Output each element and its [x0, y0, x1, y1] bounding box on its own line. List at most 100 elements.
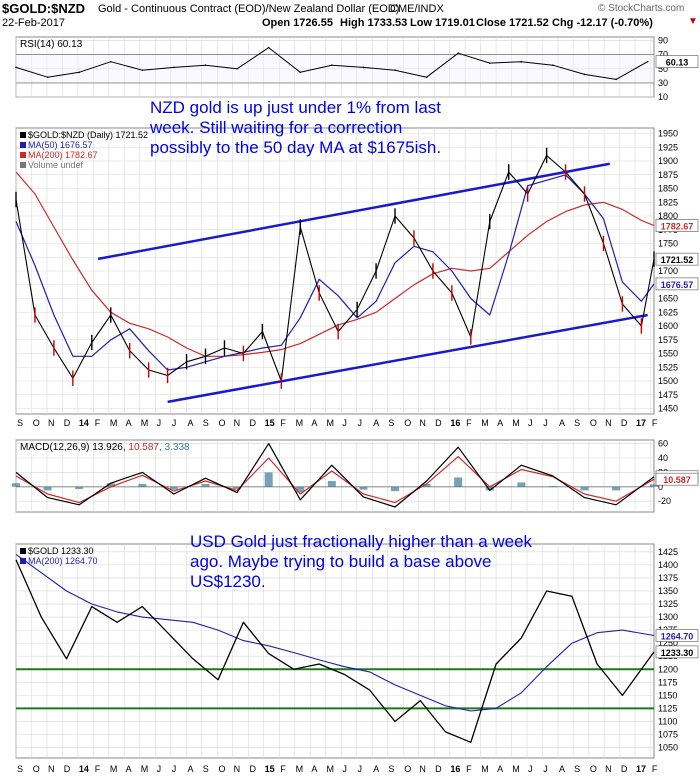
price-tick-label: 1900 [658, 156, 678, 166]
bottom-x-axis-label: S [203, 764, 209, 774]
top-x-axis-label: D [621, 418, 628, 428]
price-legend-swatch [20, 142, 26, 148]
symbol-description: Gold - Continuous Contract (EOD)/New Zea… [98, 3, 400, 15]
bottom-x-axis-label: N [419, 764, 426, 774]
bottom-x-axis-label: D [249, 764, 256, 774]
macd-histogram-bar [650, 484, 658, 487]
rsi-point [141, 69, 144, 71]
top-x-axis-label: S [203, 418, 209, 428]
change-down-icon: ▼ [688, 16, 698, 27]
bottom-x-axis-label: M [512, 764, 520, 774]
macd-histogram-bar [580, 486, 589, 491]
bottom-x-axis-label: O [404, 764, 411, 774]
bottom-x-axis-label: S [388, 764, 394, 774]
usd-tick-label: 1100 [658, 716, 677, 726]
top-x-axis-label: F [95, 418, 101, 428]
symbol-title: $GOLD:$NZD [2, 1, 86, 16]
ma50-value-tag: 1676.57 [661, 280, 694, 290]
bottom-x-axis-label: S [574, 764, 580, 774]
macd-line [15, 443, 655, 508]
usd-tick-label: 1075 [658, 730, 678, 740]
usd-ma200-line [15, 553, 655, 712]
usd-panel-frame [15, 543, 655, 759]
price-tick-label: 1650 [658, 294, 678, 304]
price-tick-label: 1800 [658, 211, 678, 221]
top-x-axis-label: A [188, 418, 194, 428]
macd-label: MACD(12,26,9) 13.926, 10.587, 3.338 [20, 442, 190, 453]
bottom-x-axis-label: D [64, 764, 71, 774]
usd-ma200-tag-box [655, 629, 699, 642]
bottom-x-axis-label: F [652, 764, 658, 774]
price-tick-label: 1700 [658, 266, 678, 276]
macd-histogram-bar [106, 483, 115, 487]
top-x-axis-label: F [466, 418, 472, 428]
usd-tick-label: 1325 [658, 599, 678, 609]
top-x-axis-label: M [296, 418, 304, 428]
bottom-x-axis-label: A [188, 764, 194, 774]
rsi-point [520, 60, 523, 63]
usd-tick-label: 1400 [658, 560, 678, 570]
top-x-axis-label: 17 [636, 418, 646, 428]
top-x-axis-label: M [327, 418, 335, 428]
top-x-axis-label: O [404, 418, 411, 428]
rsi-point [299, 71, 302, 74]
price-tick-label: 1600 [658, 321, 678, 331]
bottom-x-axis-label: F [95, 764, 101, 774]
bottom-x-axis-label: F [466, 764, 472, 774]
top-x-axis-label: J [528, 418, 533, 428]
top-x-axis-label: A [559, 418, 565, 428]
rsi-tick-label: 50 [658, 64, 668, 74]
top-x-axis-label: D [435, 418, 442, 428]
usd-legend-swatch [20, 558, 26, 564]
ma50-line [15, 174, 655, 371]
top-x-axis-label: O [33, 418, 40, 428]
nzd-annotation: NZD gold is up just under 1% from last w… [150, 98, 442, 157]
bottom-x-axis-label: F [280, 764, 286, 774]
top-x-axis-label: S [17, 418, 23, 428]
bottom-x-axis-label: J [172, 764, 177, 774]
macd-histogram-bar [612, 486, 621, 491]
rsi-point [204, 64, 207, 67]
bottom-x-axis-label: J [157, 764, 162, 774]
rsi-point [488, 62, 491, 64]
price-legend-item: MA(200) 1782.67 [28, 150, 98, 160]
bottom-x-axis-label: 14 [79, 764, 89, 774]
macd-histogram-bar [422, 483, 431, 487]
bottom-x-axis-label: A [559, 764, 565, 774]
macd-histogram-bar [359, 486, 368, 490]
bottom-x-axis-label: J [357, 764, 362, 774]
price-tick-label: 1825 [658, 197, 678, 207]
top-x-axis-label: J [357, 418, 362, 428]
bottom-x-axis-label: 16 [450, 764, 460, 774]
macd-histogram-bar [296, 486, 305, 493]
price-value-tag-box [655, 252, 699, 266]
bottom-x-axis-label: D [435, 764, 442, 774]
top-x-axis-label: J [342, 418, 347, 428]
macd-histogram-bar [485, 486, 494, 491]
macd-panel-frame [15, 439, 655, 513]
bottom-x-axis-label: A [311, 764, 317, 774]
bottom-x-axis-label: J [528, 764, 533, 774]
ma200-value-tag-box [655, 219, 699, 232]
usd-legend-item: $GOLD 1233.30 [28, 546, 94, 556]
rsi-point [46, 76, 49, 79]
top-x-axis-label: A [497, 418, 503, 428]
rsi-point [552, 64, 554, 67]
rsi-point [362, 66, 365, 69]
price-tick-label: 1500 [658, 376, 678, 386]
macd-histogram-bar [233, 486, 242, 489]
rsi-point [236, 67, 238, 70]
usd-tick-label: 1300 [658, 612, 678, 622]
top-x-axis-label: M [110, 418, 118, 428]
top-x-axis-label: 16 [450, 418, 460, 428]
macd-signal-line [15, 456, 655, 504]
bottom-x-axis-label: A [497, 764, 503, 774]
top-x-axis-label: S [388, 418, 394, 428]
usd-tick-label: 1175 [658, 677, 677, 687]
macd-histogram-bar [264, 472, 273, 487]
price-legend-item: Volume undef [28, 160, 84, 170]
price-tick-label: 1875 [658, 170, 678, 180]
macd-histogram-bar [548, 486, 557, 488]
usd-annotation: USD Gold just fractionally higher than a… [190, 532, 533, 591]
